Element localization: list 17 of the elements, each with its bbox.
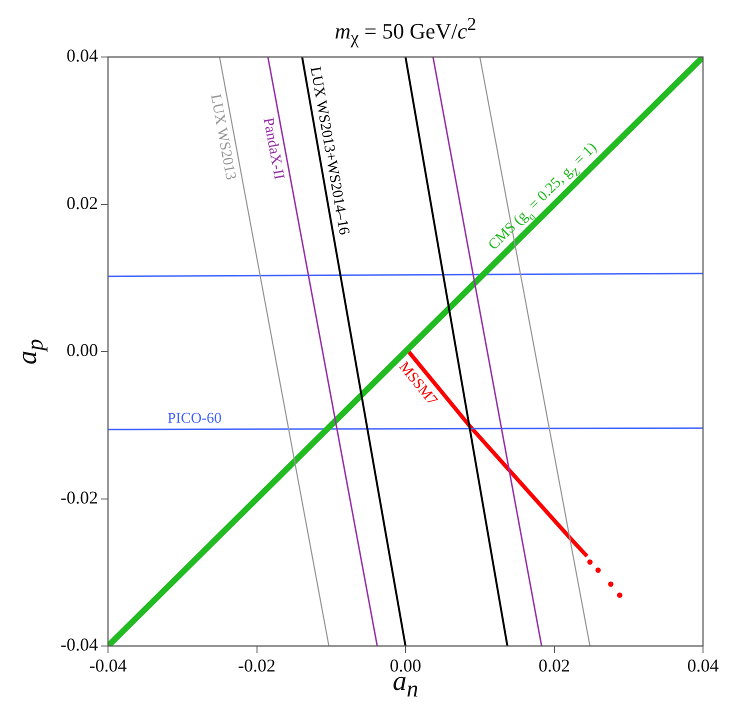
point — [595, 567, 601, 573]
chart-title: m$_{χ}$ = 50 GeV/c$^{2}$ — [334, 14, 478, 49]
y-tick-label: -0.04 — [60, 634, 98, 655]
point — [608, 581, 614, 587]
y-tick-label: -0.02 — [60, 487, 98, 508]
text: PandaX-II — [260, 116, 287, 181]
point — [617, 592, 622, 598]
y-tick-label: 0.02 — [66, 192, 98, 213]
y-tick-label: 0.04 — [66, 46, 98, 66]
series-label: PICO-60 — [167, 410, 222, 427]
point — [587, 559, 593, 565]
x-tick-label: 0.02 — [538, 656, 570, 676]
y-tick-label: 0.00 — [66, 340, 98, 360]
x-tick-label: -0.04 — [89, 656, 127, 676]
x-tick-label: -0.02 — [238, 656, 276, 676]
text: LUX WS2013 — [207, 92, 239, 182]
x-tick-label: 0.04 — [687, 656, 719, 676]
